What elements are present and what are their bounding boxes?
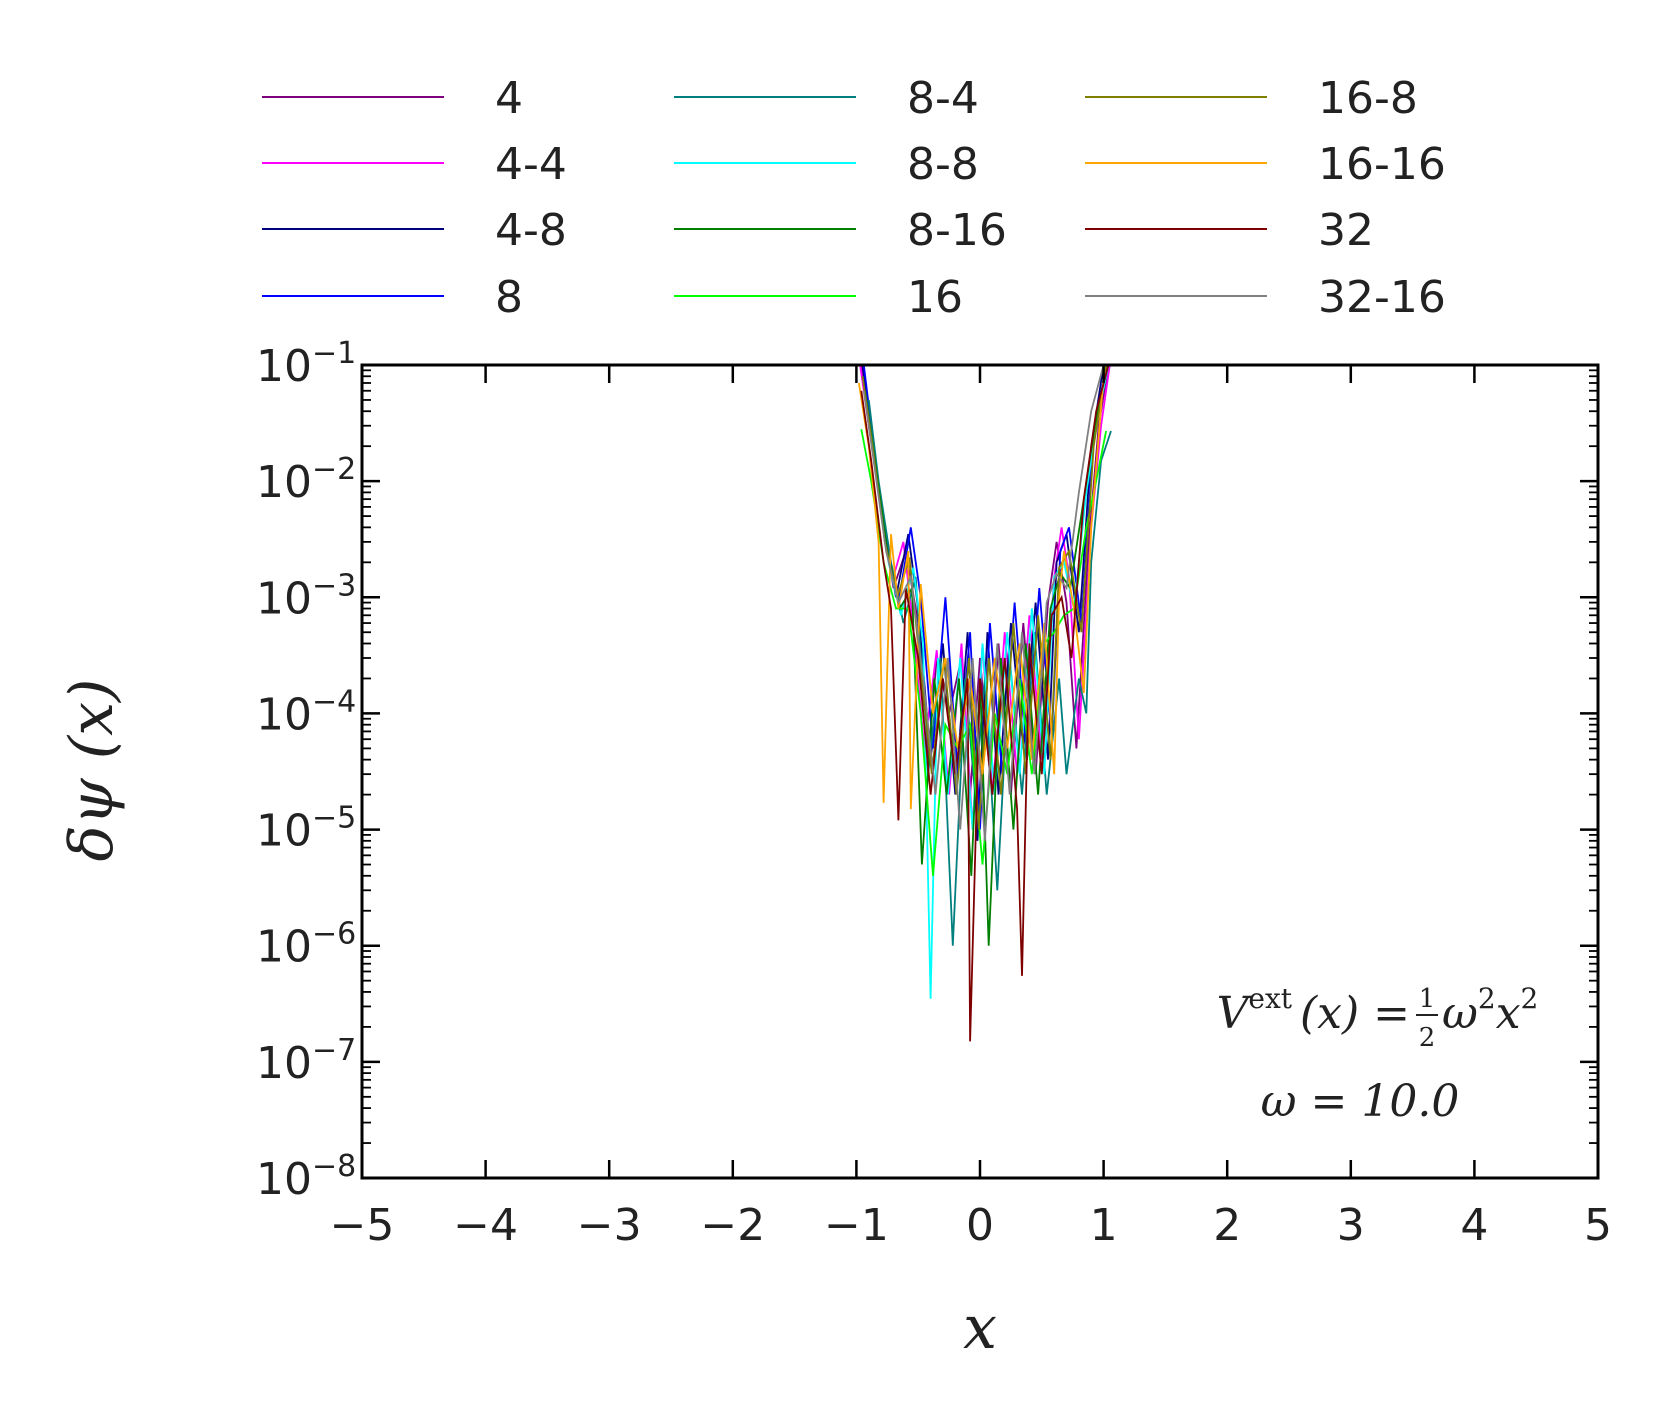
legend-entry-32-16: 32-16 <box>1085 272 1446 323</box>
legend-entry-4-4: 4-4 <box>262 139 567 190</box>
legend-label: 4 <box>495 73 523 124</box>
y-tick-label: 10−3 <box>256 568 356 624</box>
legend-entry-16-16: 16-16 <box>1085 139 1446 190</box>
y-tick-label: 10−7 <box>256 1033 356 1089</box>
annotation: Vext (x) = 1 2 ω2x2 ω = 10.0 <box>1217 982 1539 1127</box>
legend-entry-4-8: 4-8 <box>262 205 567 256</box>
legend-label: 4-4 <box>495 139 567 190</box>
y-tick-label: 10−1 <box>256 336 356 392</box>
x-tick-label: 1 <box>1090 1200 1118 1251</box>
legend-entry-8-4: 8-4 <box>674 73 979 124</box>
legend-label: 32-16 <box>1318 272 1446 323</box>
x-tick-label: 4 <box>1460 1200 1488 1251</box>
x-axis-label: x <box>963 1293 997 1363</box>
legend-entry-16: 16 <box>674 272 963 323</box>
y-axis-label-group: δψ (x) <box>57 679 127 862</box>
y-tick-label: 10−4 <box>256 684 356 740</box>
x-tick-label: −1 <box>824 1200 889 1251</box>
annotation-frac-den: 2 <box>1419 1023 1436 1053</box>
x-tick-label: 3 <box>1337 1200 1365 1251</box>
legend-entry-32: 32 <box>1085 205 1374 256</box>
x-tick-label: −5 <box>330 1200 395 1251</box>
legend-label: 4-8 <box>495 205 567 256</box>
annotation-sq2: 2 <box>1521 982 1539 1015</box>
x-tick-label: 5 <box>1584 1200 1612 1251</box>
annotation-line2: ω = 10.0 <box>1261 1076 1460 1127</box>
legend-label: 16 <box>907 272 963 323</box>
x-tick-label: −3 <box>577 1200 642 1251</box>
annotation-V: V <box>1217 988 1253 1039</box>
legend-entry-8: 8 <box>262 272 523 323</box>
annotation-x: x <box>1496 988 1521 1039</box>
legend-label: 16-16 <box>1318 139 1446 190</box>
x-tick-label: 2 <box>1213 1200 1241 1251</box>
legend-entry-8-16: 8-16 <box>674 205 1007 256</box>
annotation-line1-part-a: Vext (x) = <box>1217 982 1410 1039</box>
annotation-omega: ω <box>1442 988 1478 1039</box>
tick-labels: −5 −4 −3 −2 −1 0 1 2 3 4 5 10−1 10−2 10−3 10−4 10−5 10−6… <box>256 336 1612 1251</box>
annotation-frac-num: 1 <box>1419 984 1436 1014</box>
legend-label: 32 <box>1318 205 1374 256</box>
y-tick-label: 10−8 <box>256 1149 356 1205</box>
x-tick-label: 0 <box>966 1200 994 1251</box>
annotation-sq1: 2 <box>1478 982 1496 1015</box>
legend-label: 8-4 <box>907 73 979 124</box>
series-line-32 <box>860 365 1110 1042</box>
series-line-32-16 <box>862 365 1105 841</box>
axis-ticks <box>360 363 1600 1180</box>
y-tick-label: 10−6 <box>256 917 356 973</box>
x-tick-label: −2 <box>700 1200 765 1251</box>
legend-entry-4: 4 <box>262 73 523 124</box>
annotation-ext: ext <box>1248 982 1292 1015</box>
x-tick-label: −4 <box>453 1200 518 1251</box>
legend-label: 16-8 <box>1318 73 1418 124</box>
legend-label: 8-8 <box>907 139 979 190</box>
legend-label: 8-16 <box>907 205 1007 256</box>
series-layer <box>858 365 1112 1042</box>
annotation-line1-part-b: ω2x2 <box>1442 982 1538 1039</box>
legend: 4 4-4 4-8 8 8-4 8-8 8-16 16 16-8 16-16 32 32-16 <box>262 73 1446 323</box>
annotation-arg: (x) = <box>1300 988 1410 1039</box>
legend-entry-16-8: 16-8 <box>1085 73 1418 124</box>
y-tick-label: 10−2 <box>256 452 356 508</box>
legend-label: 8 <box>495 272 523 323</box>
y-tick-label: 10−5 <box>256 801 356 857</box>
y-axis-label: δψ (x) <box>57 679 127 862</box>
legend-entry-8-8: 8-8 <box>674 139 979 190</box>
